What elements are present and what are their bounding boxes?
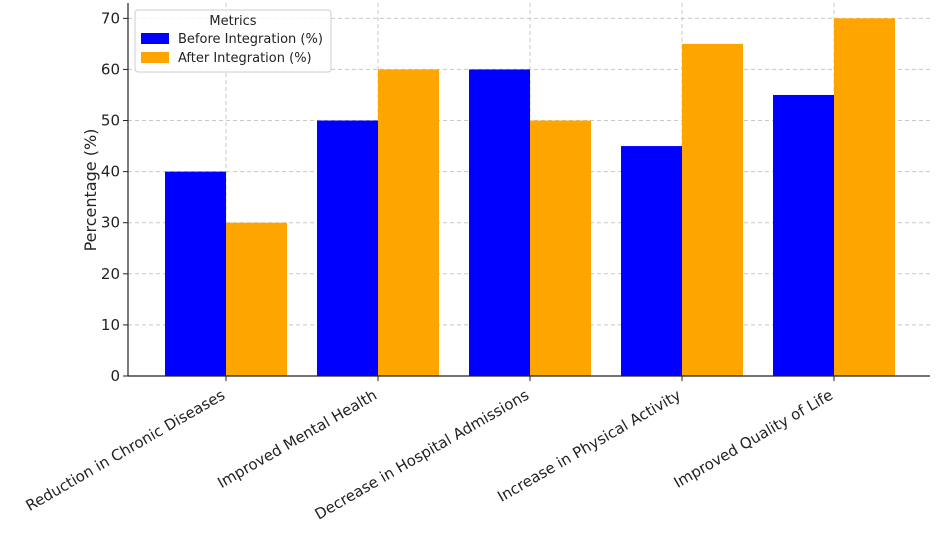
legend-label: After Integration (%) (178, 51, 312, 66)
bar-before (317, 120, 378, 377)
bar-after (682, 43, 743, 377)
legend: Metrics Before Integration (%) After Inte… (134, 9, 332, 73)
bar-before (469, 69, 530, 377)
legend-box (134, 9, 332, 73)
bar-before (621, 146, 682, 376)
legend-title: Metrics (209, 14, 256, 29)
y-tick-label: 10 (101, 316, 120, 334)
y-axis-label: Percentage (%) (81, 129, 100, 252)
bar-after (530, 120, 591, 377)
y-tick-label: 60 (101, 60, 120, 78)
axes (123, 3, 930, 381)
x-tick-label: Improved Mental Health (214, 386, 380, 492)
y-tick-label: 40 (101, 163, 120, 181)
bar-after (226, 222, 287, 376)
y-tick-label: 30 (101, 214, 120, 232)
x-tick-label: Improved Quality of Life (671, 386, 836, 492)
y-tick-label: 20 (101, 265, 120, 283)
bar-after (378, 69, 439, 377)
bar-before (773, 94, 834, 377)
legend-swatch (141, 52, 169, 63)
legend-entries: Before Integration (%) After Integration … (141, 32, 323, 66)
bar-after (834, 18, 895, 377)
bars (165, 18, 895, 377)
y-tick-label: 0 (110, 367, 120, 385)
y-tick-label: 70 (101, 9, 120, 27)
y-tick-labels: 0 10 20 30 40 50 60 70 (101, 9, 120, 385)
bar-before (165, 171, 226, 376)
legend-swatch (141, 33, 169, 44)
y-tick-label: 50 (101, 112, 120, 130)
legend-label: Before Integration (%) (178, 32, 323, 47)
x-tick-label: Reduction in Chronic Diseases (23, 386, 228, 515)
